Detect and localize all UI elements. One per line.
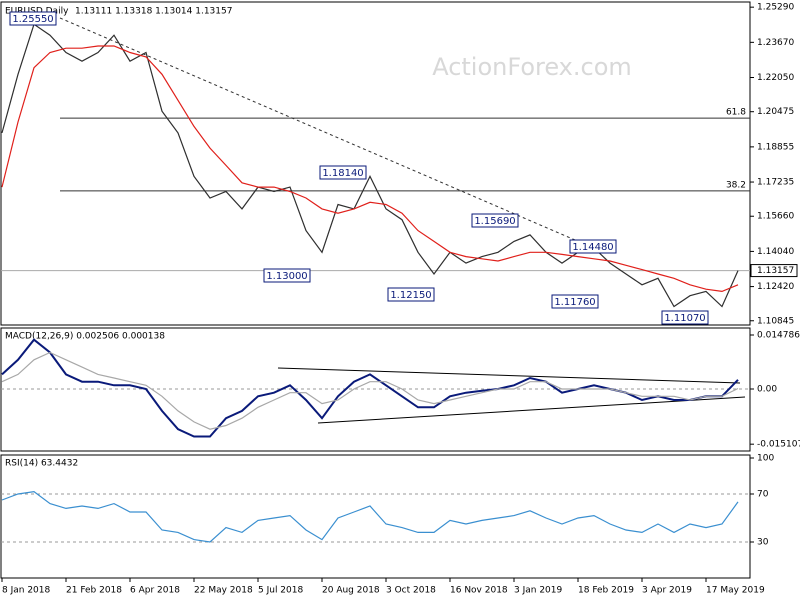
- x-tick-label: 8 Jan 2018: [2, 586, 50, 596]
- macd-trend-lower: [317, 396, 746, 424]
- series-line: [1, 351, 739, 430]
- y-tick-label: 30: [757, 538, 769, 548]
- price-label-box: [9, 11, 57, 26]
- price-label-box: [471, 213, 519, 228]
- price-label-box: [661, 310, 709, 325]
- x-tick-label: 17 May 2019: [706, 586, 765, 596]
- y-tick-label: 1.17235: [757, 178, 794, 188]
- price-label: 1.25550: [12, 14, 53, 25]
- series-line: [1, 45, 739, 293]
- last-price-label: 1.13157: [757, 266, 794, 276]
- y-tick-label: 0.00: [757, 385, 777, 395]
- price-label: 1.11070: [664, 313, 705, 324]
- price-panel: [0, 1, 751, 326]
- price-label: 1.14480: [572, 242, 613, 253]
- price-label-box: [551, 294, 599, 309]
- x-tick-label: 21 Feb 2018: [66, 586, 122, 596]
- price-label-box: [319, 165, 367, 180]
- x-tick-label: 3 Jan 2019: [514, 586, 562, 596]
- ohlc-text: 1.13111 1.13318 1.13014 1.13157: [75, 7, 232, 17]
- x-tick-label: 3 Apr 2019: [642, 586, 692, 596]
- price-label-box: [263, 268, 311, 283]
- y-tick-label: 1.20475: [757, 107, 794, 117]
- macd-trend-upper: [277, 367, 741, 384]
- y-tick-label: 1.12420: [757, 282, 794, 292]
- y-tick-label: 100: [757, 454, 774, 464]
- y-tick-label: 70: [757, 490, 769, 500]
- y-tick-label: 1.25290: [757, 3, 794, 13]
- price-label: 1.15690: [474, 216, 515, 227]
- x-tick-label: 5 Jul 2018: [258, 586, 303, 596]
- fib-label: 61.8: [726, 108, 746, 118]
- series-line: [1, 490, 739, 543]
- y-tick-label: 1.18855: [757, 142, 794, 152]
- price-label-box: [569, 239, 617, 254]
- price-label: 1.12150: [390, 290, 431, 301]
- price-label: 1.11760: [554, 297, 595, 308]
- x-tick-label: 18 Feb 2019: [578, 586, 634, 596]
- last-price-box: [750, 264, 798, 278]
- y-tick-label: 1.14040: [757, 247, 794, 257]
- macd-title: MACD(12,26,9) 0.002506 0.000138: [5, 332, 165, 342]
- price-label: 1.18140: [322, 168, 363, 179]
- y-tick-label: 1.10845: [757, 316, 794, 326]
- y-tick-label: 0.014786: [757, 330, 800, 340]
- y-tick-label: 1.15660: [757, 212, 794, 222]
- rsi-panel: [0, 454, 751, 579]
- x-tick-label: 3 Oct 2018: [386, 586, 436, 596]
- x-tick-label: 16 Nov 2018: [450, 586, 508, 596]
- x-tick-label: 20 Aug 2018: [322, 586, 380, 596]
- price-label: 1.13000: [266, 271, 307, 282]
- rsi-title: RSI(14) 63.4432: [5, 459, 78, 469]
- y-tick-label: 1.22050: [757, 73, 794, 83]
- price-label-box: [387, 287, 435, 302]
- y-tick-label: 1.23670: [757, 38, 794, 48]
- fib-label: 38.2: [726, 180, 746, 190]
- x-tick-label: 6 Apr 2018: [130, 586, 180, 596]
- series-line: [1, 23, 739, 308]
- watermark: ActionForex.com: [432, 53, 632, 81]
- y-tick-label: -0.015107: [757, 440, 800, 450]
- x-tick-label: 22 May 2018: [194, 586, 253, 596]
